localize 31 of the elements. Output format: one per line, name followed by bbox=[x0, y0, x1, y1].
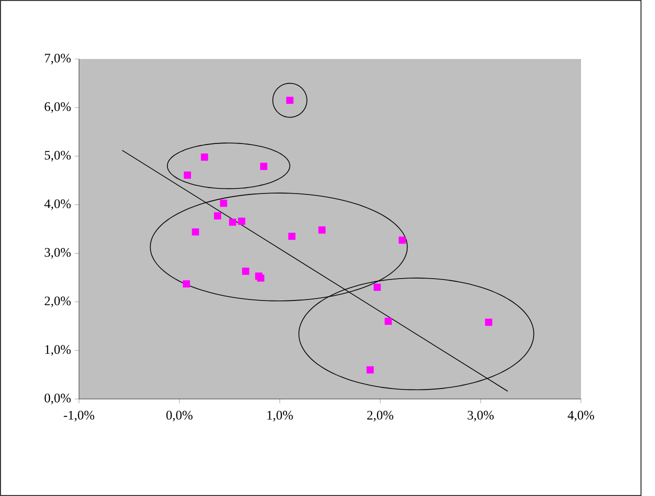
point bbox=[366, 366, 374, 374]
x-tick-label: 2,0% bbox=[367, 410, 394, 422]
point bbox=[318, 226, 326, 234]
x-tick-label: -1,0% bbox=[64, 410, 94, 422]
point bbox=[242, 268, 250, 275]
y-tick-label: 6,0% bbox=[44, 102, 71, 113]
x-tick-label: 1,0% bbox=[267, 410, 293, 422]
point bbox=[184, 171, 192, 179]
x-tick-label: 3,0% bbox=[468, 410, 494, 422]
point bbox=[192, 228, 200, 236]
point bbox=[229, 218, 236, 226]
x-tick-label: 0,0% bbox=[166, 410, 192, 422]
point bbox=[238, 218, 246, 225]
y-tick-label: 7,0% bbox=[44, 54, 71, 64]
point bbox=[182, 280, 190, 288]
y-tick-label: 2,0% bbox=[44, 296, 71, 308]
point bbox=[485, 318, 492, 326]
point bbox=[220, 200, 228, 207]
y-tick-label: 0,0% bbox=[44, 394, 71, 404]
y-tick-label: 5,0% bbox=[44, 150, 71, 162]
point bbox=[384, 318, 392, 325]
point bbox=[398, 236, 406, 244]
point bbox=[288, 232, 296, 240]
y-tick-label: 1,0% bbox=[45, 345, 71, 356]
point bbox=[260, 162, 268, 170]
point bbox=[200, 154, 208, 161]
point bbox=[214, 212, 222, 220]
y-tick-label: 4,0% bbox=[44, 199, 71, 210]
y-tick-label: 3,0% bbox=[44, 248, 71, 259]
point bbox=[374, 284, 381, 291]
x-tick-label: 4,0% bbox=[568, 410, 594, 422]
